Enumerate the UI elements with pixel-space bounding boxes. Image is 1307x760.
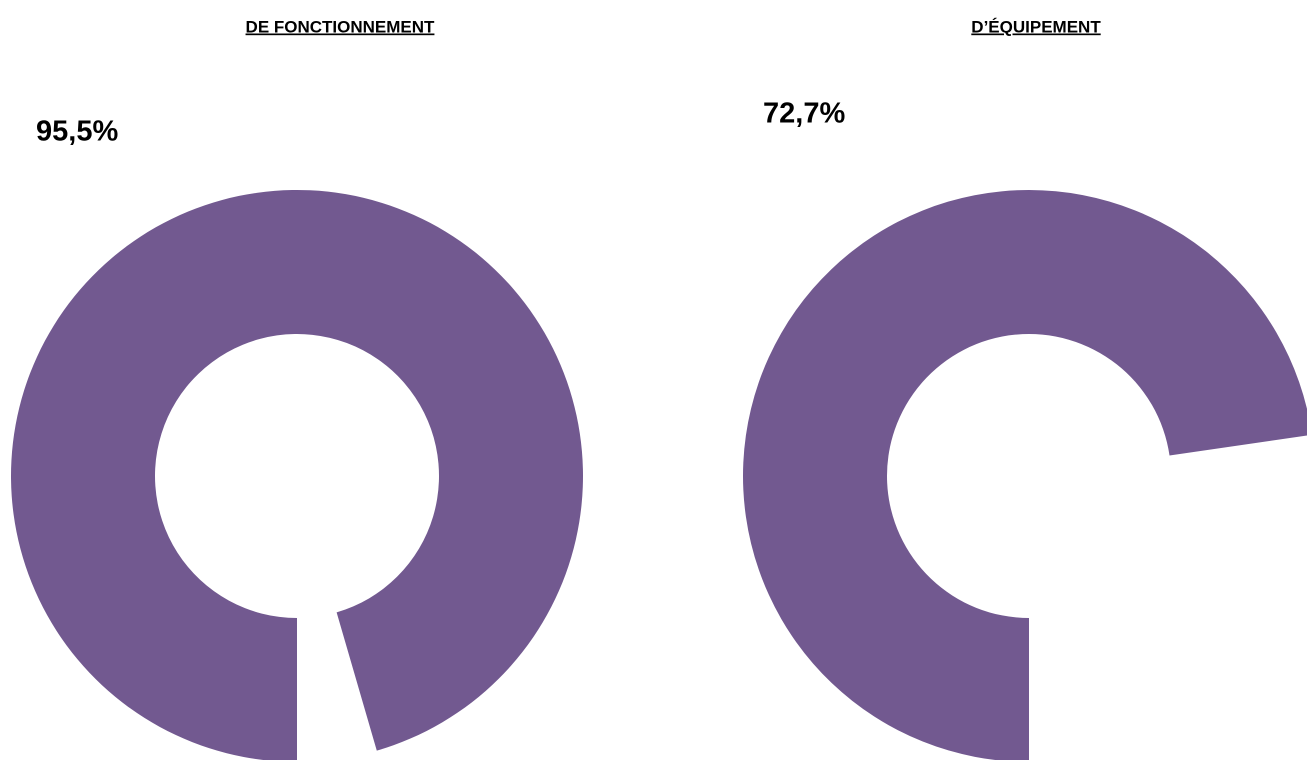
- chart-title: DE FONCTIONNEMENT: [246, 17, 436, 36]
- donut-segment: [11, 190, 583, 760]
- value-label: 95,5%: [36, 116, 118, 148]
- chart-title: D’ÉQUIPEMENT: [971, 17, 1101, 36]
- donut-segment: [743, 190, 1307, 760]
- value-label: 72,7%: [763, 98, 845, 130]
